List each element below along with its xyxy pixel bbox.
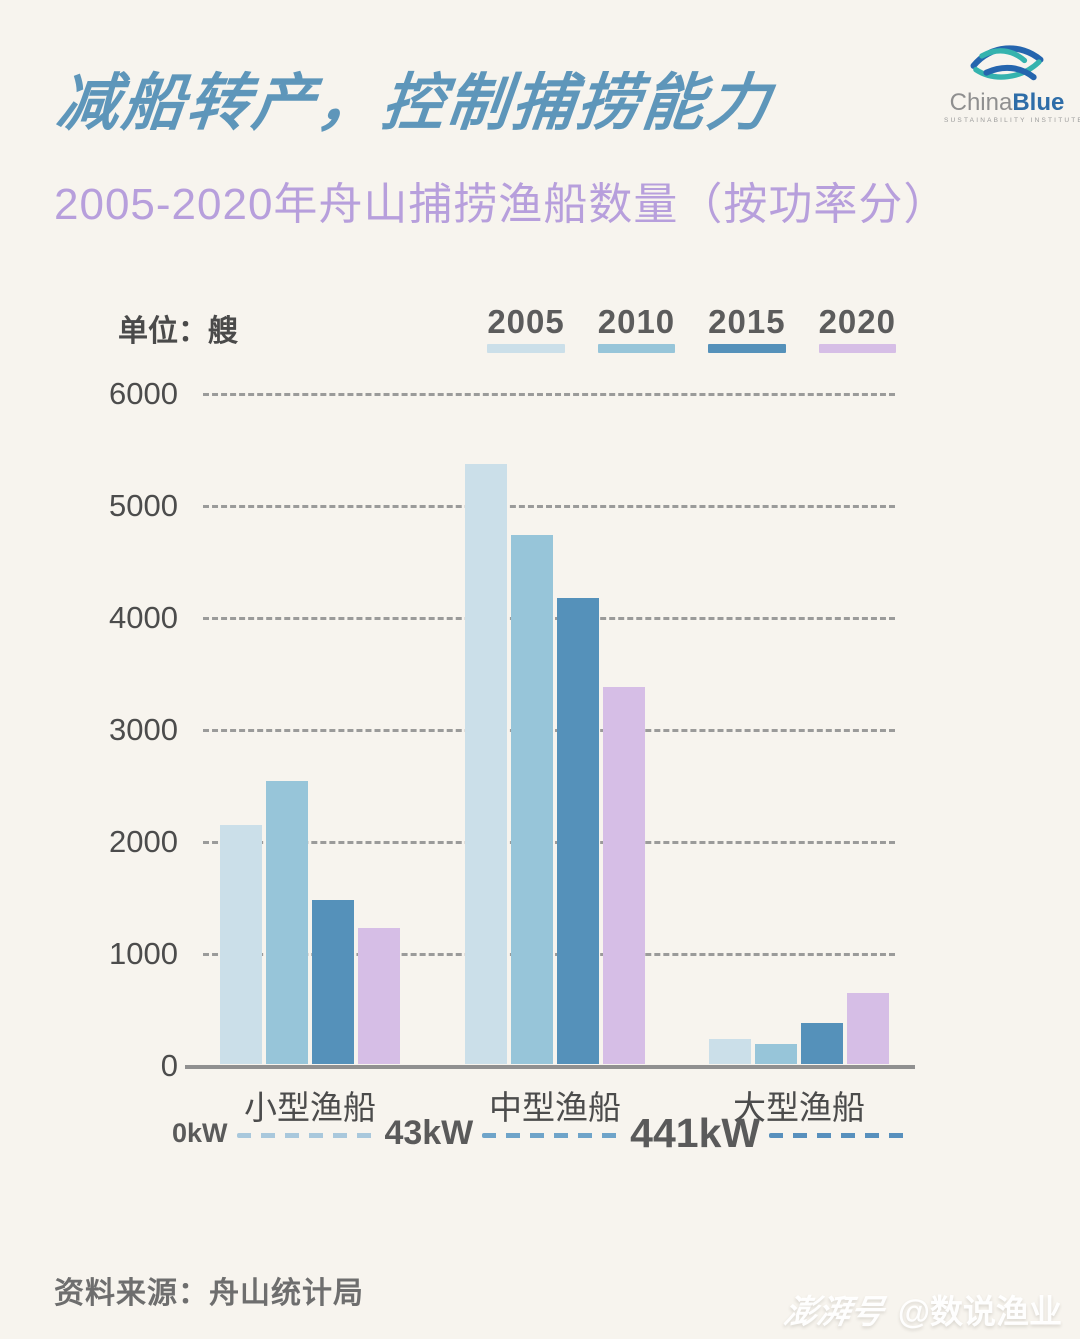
x-axis-line	[185, 1065, 915, 1069]
bar-y2010-group2	[511, 535, 553, 1064]
watermark-account: @数说渔业	[897, 1293, 1062, 1330]
legend-label-2020: 2020	[818, 303, 896, 340]
legend-label-2005: 2005	[487, 303, 565, 340]
legend-swatch-2010	[597, 344, 676, 353]
legend-label-2010: 2010	[597, 303, 676, 340]
bar-y2005-group3	[709, 1039, 751, 1064]
page-title: 减船转产，控制捕捞能力	[53, 69, 776, 138]
power-scale-row: 0kW 43kW 441kW	[172, 1110, 908, 1156]
power-label-0kW: 0kW	[172, 1117, 228, 1148]
bar-y2010-group1	[266, 781, 308, 1064]
unit-label: 单位：艘	[118, 315, 238, 348]
y-tick-label-3000: 3000	[109, 712, 178, 747]
y-tick-label-1000: 1000	[109, 936, 178, 971]
y-tick-label-2000: 2000	[109, 824, 178, 859]
pengpai-brand: 澎湃号	[781, 1293, 887, 1330]
logo-tagline: SUSTAINABILITY INSTITUTE	[944, 117, 1080, 124]
category-label-1: 小型渔船	[244, 1089, 376, 1126]
data-source: 资料来源：舟山统计局	[54, 1277, 364, 1310]
plot-area: 6000 5000 4000 3000 2000 1000 0 小型渔船 中型渔船 大型渔船	[109, 376, 915, 1126]
bar-y2015-group1	[312, 900, 354, 1064]
bar-group-1	[220, 781, 400, 1064]
legend-item-2015: 2015	[708, 303, 786, 353]
watermark: 澎湃号 @数说渔业	[781, 1285, 1062, 1333]
category-label-2: 中型渔船	[489, 1089, 621, 1126]
power-dash-3	[769, 1133, 908, 1138]
bar-y2005-group1	[220, 825, 262, 1064]
legend-label-2015: 2015	[708, 303, 786, 340]
logo-wordmark: ChinaBlue	[949, 89, 1065, 116]
bar-group-3	[709, 993, 889, 1064]
legend: 2005 2010 2015 2020	[487, 303, 896, 353]
power-label-43kW: 43kW	[384, 1113, 474, 1152]
bar-y2020-group3	[847, 993, 889, 1064]
gridline-5000	[203, 505, 895, 508]
category-label-3: 大型渔船	[733, 1089, 865, 1126]
power-dash-1	[236, 1133, 376, 1138]
bar-y2020-group2	[603, 687, 645, 1064]
bar-y2020-group1	[358, 928, 400, 1064]
power-label-441kW: 441kW	[630, 1109, 761, 1156]
fish-logo-icon	[944, 36, 1070, 88]
legend-item-2005: 2005	[487, 303, 565, 353]
legend-swatch-2015	[708, 344, 786, 353]
bar-y2015-group3	[801, 1023, 843, 1064]
y-tick-label-5000: 5000	[109, 488, 178, 523]
y-tick-label-0: 0	[160, 1048, 178, 1083]
y-tick-label-6000: 6000	[109, 376, 178, 411]
legend-item-2020: 2020	[818, 303, 896, 353]
bar-y2015-group2	[557, 598, 599, 1064]
bar-y2005-group2	[465, 464, 507, 1064]
y-tick-label-4000: 4000	[109, 600, 178, 635]
power-dash-2	[482, 1133, 622, 1138]
legend-swatch-2005	[487, 344, 565, 353]
chart-title: 2005-2020年舟山捕捞渔船数量（按功率分）	[54, 180, 949, 229]
legend-item-2010: 2010	[597, 303, 676, 353]
gridline-6000	[203, 393, 895, 396]
bar-group-2	[465, 464, 645, 1064]
legend-swatch-2020	[818, 344, 896, 353]
bar-y2010-group3	[755, 1044, 797, 1064]
chinablue-logo: ChinaBlue SUSTAINABILITY INSTITUTE	[944, 36, 1080, 124]
